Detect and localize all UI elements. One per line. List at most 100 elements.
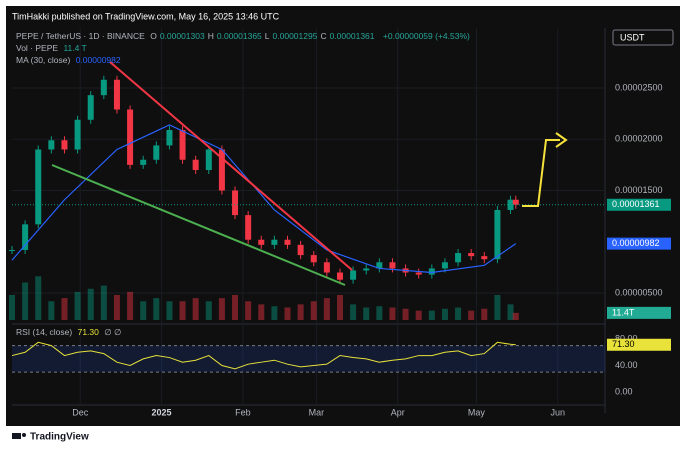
- volume-bar: [336, 295, 343, 320]
- ohlc-label: C: [320, 31, 327, 41]
- candle-body: [481, 256, 488, 260]
- volume-bar: [205, 301, 212, 320]
- volume-bar: [297, 304, 304, 320]
- volume-bar: [192, 298, 199, 320]
- volume-last: 11.4 T: [63, 43, 87, 53]
- rsi-tag-box: [607, 338, 671, 351]
- candle-body: [9, 249, 15, 251]
- legend-volume: Vol · PEPE 11.4 T: [16, 43, 90, 53]
- volume-bar: [232, 295, 239, 320]
- volume-bar: [127, 291, 134, 320]
- volume-bar: [87, 288, 94, 320]
- volume-bar: [9, 295, 15, 320]
- forecast-arrow: [522, 139, 560, 207]
- candle-body: [363, 268, 370, 271]
- candle-body: [218, 149, 225, 191]
- ohlc-value: 0.00001365: [216, 31, 262, 41]
- x-tick-label: Apr: [391, 407, 405, 417]
- candle-body: [61, 140, 68, 150]
- rsi-name: RSI (14, close): [16, 327, 73, 337]
- volume-bar: [284, 307, 291, 320]
- volume-tag: 11.4T: [612, 307, 635, 317]
- trend-line-resistance: [109, 61, 353, 271]
- volume-bar: [258, 304, 265, 320]
- candle-body: [48, 140, 55, 150]
- x-tick-label: 2025: [152, 407, 172, 417]
- volume-bar: [218, 298, 225, 320]
- last-price-tag-box: [607, 198, 671, 211]
- ma-line: [11, 124, 517, 274]
- candle-body: [100, 79, 107, 96]
- candle-body: [205, 149, 212, 171]
- volume-bar: [179, 301, 186, 320]
- rsi-last: 71.30: [77, 327, 99, 337]
- currency-box: [612, 29, 674, 46]
- currency: USDT: [620, 32, 645, 42]
- trend-line-support: [51, 164, 346, 286]
- volume-bar: [140, 301, 147, 320]
- rsi-line: [11, 341, 516, 370]
- volume-bar: [166, 301, 173, 320]
- candle-body: [455, 253, 462, 263]
- volume-bar: [481, 308, 488, 320]
- candle-body: [179, 130, 186, 160]
- candle-body: [127, 109, 134, 165]
- footer-brand: TradingView: [30, 432, 89, 443]
- ohlc-label: L: [264, 31, 270, 41]
- candle-body: [166, 130, 173, 146]
- candle-body: [87, 95, 94, 120]
- candle-body: [297, 244, 304, 256]
- y-tick-label: 0.00002000: [615, 134, 663, 144]
- candle-body: [494, 209, 501, 260]
- volume-bar: [494, 295, 501, 320]
- volume-bar: [74, 291, 81, 320]
- ohlc-value: 0.00001303: [159, 31, 205, 41]
- candle-body: [113, 79, 120, 110]
- volume-bar: [402, 308, 409, 320]
- volume-bar: [310, 301, 317, 320]
- rsi-tag: 71.30: [612, 339, 635, 349]
- candle-body: [468, 253, 475, 257]
- y-tick-label: 0.00000500: [615, 287, 663, 297]
- ohlc-label: O: [150, 31, 157, 41]
- x-tick-label: May: [468, 407, 486, 417]
- volume-bar: [415, 310, 422, 320]
- ma-last: 0.00000982: [75, 55, 121, 65]
- arrow-head: [555, 132, 568, 148]
- candle-body: [22, 224, 29, 250]
- y-tick-label: 0.00002500: [615, 82, 663, 92]
- volume-name: Vol · PEPE: [16, 43, 59, 53]
- legend-ma: MA (30, close) 0.00000982: [16, 55, 124, 65]
- candle-body: [376, 262, 383, 269]
- candle-body: [245, 215, 252, 240]
- candle-body: [512, 199, 519, 205]
- volume-bar: [455, 307, 462, 320]
- volume-bar: [48, 301, 55, 320]
- volume-tag-box: [607, 306, 671, 319]
- x-tick-label: Dec: [72, 407, 89, 417]
- symbol: PEPE / TetherUS · 1D · BINANCE: [16, 31, 145, 41]
- candle-body: [258, 239, 265, 245]
- ohlc-value: 0.00001295: [272, 31, 318, 41]
- candle-body: [284, 239, 291, 245]
- candle-body: [428, 268, 435, 275]
- candle-body: [192, 159, 199, 171]
- candle-body: [74, 119, 81, 150]
- footer-logo: [12, 433, 26, 439]
- change: +0.00000059 (+4.53%): [382, 31, 470, 41]
- y-tick-label: 0.00: [615, 386, 633, 396]
- volume-bar: [100, 285, 107, 320]
- x-tick-label: Mar: [309, 407, 325, 417]
- candle-body: [323, 262, 330, 273]
- candle-body: [415, 272, 422, 275]
- volume-bar: [363, 307, 370, 320]
- candle-body: [271, 239, 278, 245]
- candle-body: [153, 145, 160, 160]
- volume-bar: [22, 282, 29, 320]
- volume-bar: [389, 307, 396, 320]
- volume-bar: [35, 276, 42, 320]
- volume-bar: [507, 304, 514, 320]
- candle-body: [232, 190, 239, 216]
- volume-bar: [468, 310, 475, 320]
